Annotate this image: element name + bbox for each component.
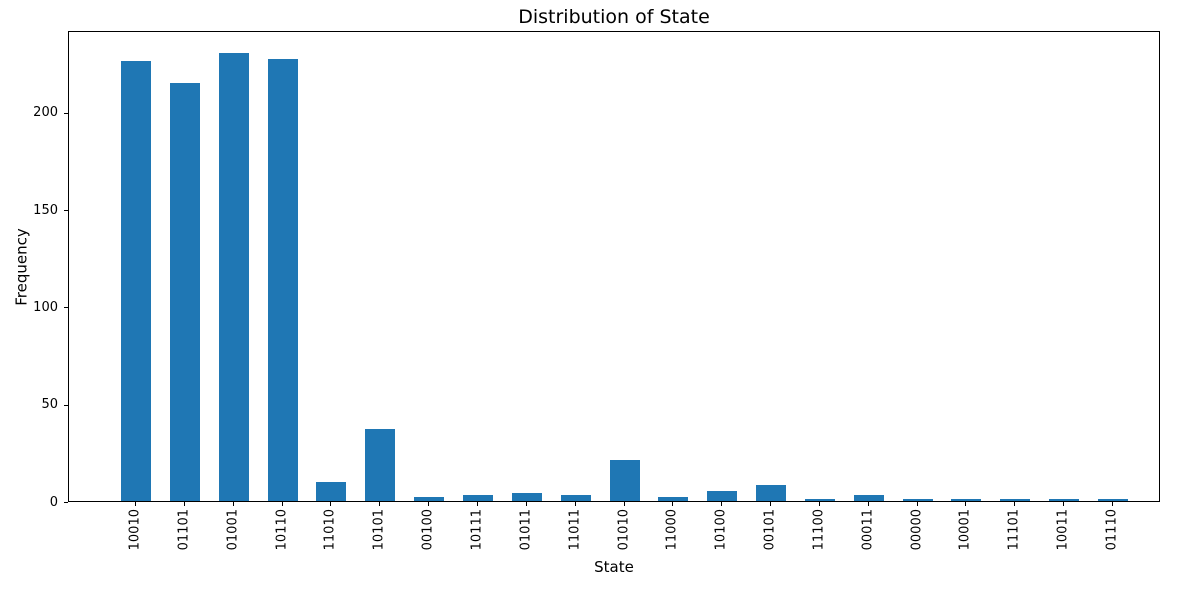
bar [804,499,835,501]
bar [414,497,445,501]
x-tick-mark [184,502,185,506]
x-tick-mark [672,502,673,506]
x-tick-mark [965,502,966,506]
x-tick-label: 01011 [518,509,534,551]
x-tick-mark [1112,502,1113,506]
bar [462,495,493,501]
chart-title: Distribution of State [518,6,710,28]
bar [853,495,884,501]
x-tick-mark [1014,502,1015,506]
x-tick-label: 00101 [762,509,778,551]
x-tick-mark [526,502,527,506]
x-tick-mark [624,502,625,506]
x-tick-label: 01010 [616,509,632,551]
x-tick-label: 10101 [371,509,387,551]
x-tick-mark [233,502,234,506]
x-tick-label: 10100 [713,509,729,551]
x-tick-mark [819,502,820,506]
x-tick-label: 01110 [1104,509,1120,551]
x-tick-label: 00000 [909,509,925,551]
x-tick-label: 10010 [127,509,143,551]
bar [1098,499,1128,501]
x-tick-mark [770,502,771,506]
x-tick-mark [282,502,283,506]
bar [609,460,640,501]
bar [560,495,591,501]
y-tick-mark [64,405,68,406]
x-tick-label: 11011 [567,509,583,551]
y-tick-mark [64,307,68,308]
y-tick-label: 100 [33,300,58,315]
y-tick-label: 0 [49,495,58,510]
bar [316,482,347,501]
bar [1000,499,1031,501]
x-tick-label: 01001 [225,509,241,551]
bar [365,429,396,501]
bar [1049,499,1080,501]
x-tick-label: 10001 [957,509,973,551]
plot-area [68,31,1160,502]
x-tick-label: 11010 [322,509,338,551]
x-tick-label: 00100 [420,509,436,551]
x-tick-label: 10011 [1055,509,1071,551]
y-tick-label: 50 [41,397,58,412]
y-tick-mark [64,210,68,211]
bar [121,61,151,501]
y-axis-label: Frequency [12,228,31,306]
bar [169,83,200,501]
bar [511,493,542,501]
bar [707,491,738,501]
x-tick-mark [428,502,429,506]
y-tick-mark [64,502,68,503]
x-tick-label: 10110 [274,509,290,551]
x-tick-label: 11100 [811,509,827,551]
bar [902,499,933,501]
x-tick-label: 00011 [860,509,876,551]
bar [951,499,982,501]
x-tick-mark [477,502,478,506]
bar [756,485,787,501]
x-axis-label: State [594,558,634,576]
x-tick-label: 11000 [664,509,680,551]
x-tick-mark [379,502,380,506]
x-tick-mark [917,502,918,506]
x-tick-mark [868,502,869,506]
y-tick-label: 200 [33,105,58,120]
x-tick-label: 10111 [469,509,485,551]
y-tick-label: 150 [33,203,58,218]
x-tick-mark [135,502,136,506]
bar [218,53,249,501]
bar [658,497,689,501]
x-tick-label: 11101 [1006,509,1022,551]
x-tick-label: 01101 [176,509,192,551]
x-tick-mark [721,502,722,506]
bar [267,59,298,501]
x-tick-mark [575,502,576,506]
x-tick-mark [1063,502,1064,506]
x-tick-mark [330,502,331,506]
y-tick-mark [64,113,68,114]
